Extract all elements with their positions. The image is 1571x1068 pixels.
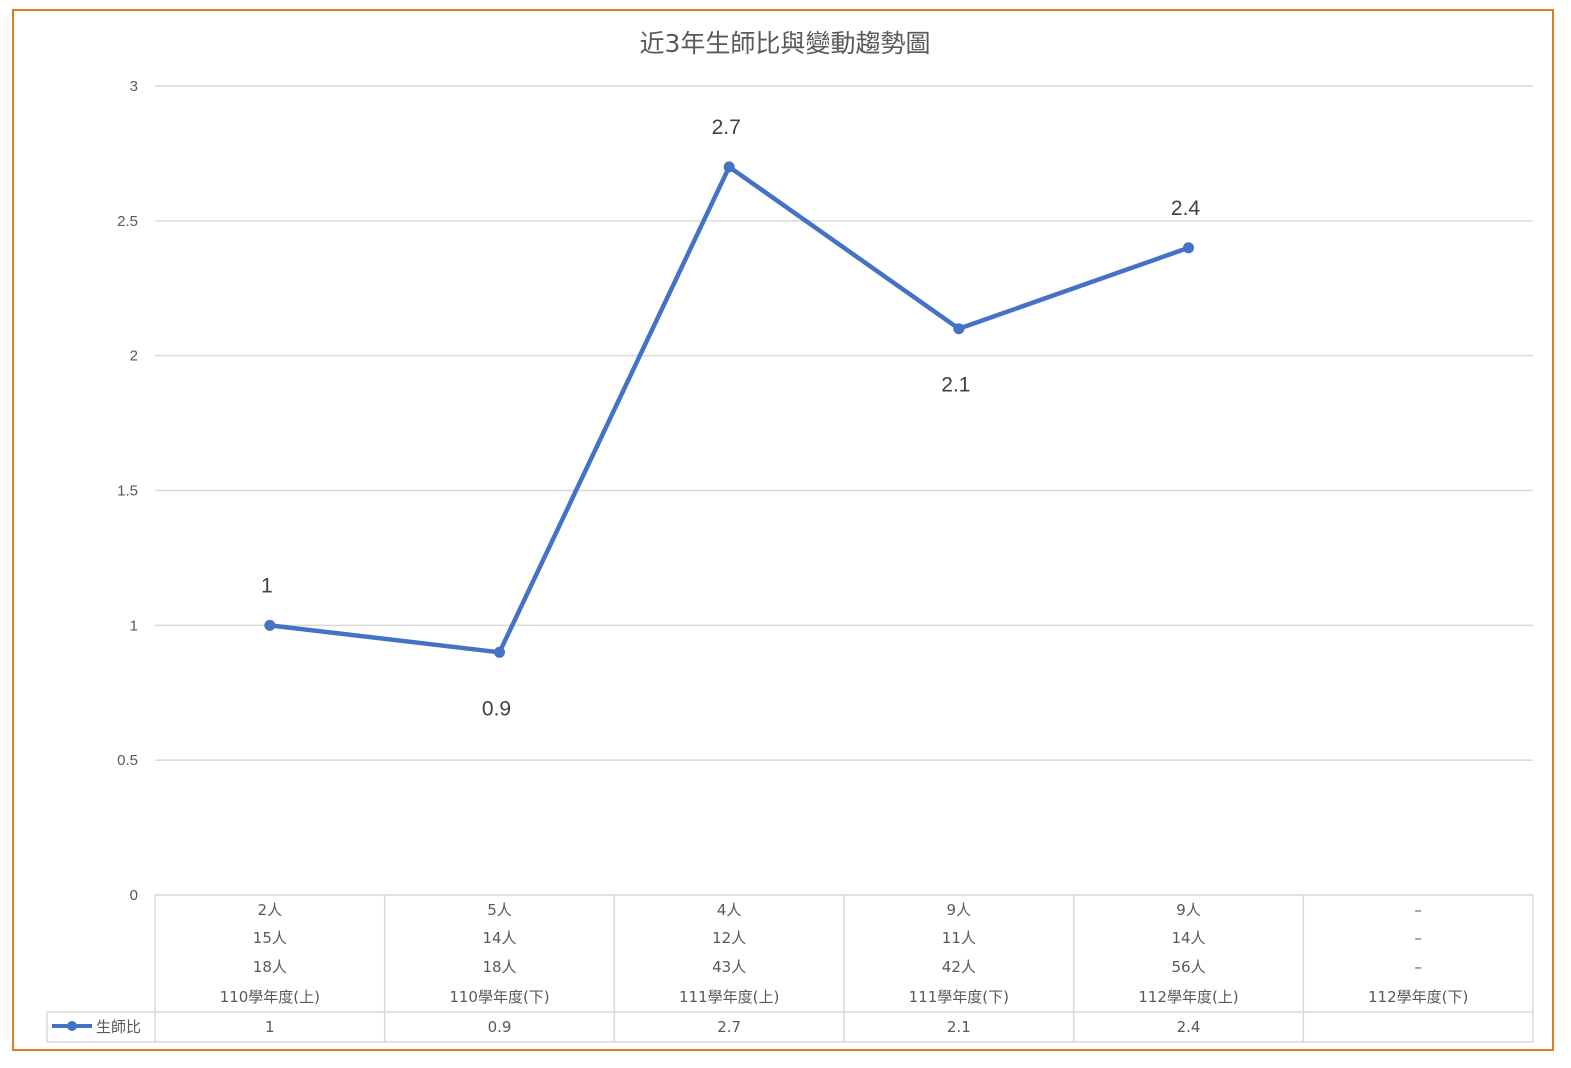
table-detail-cell: 42人 <box>942 958 976 976</box>
category-label: 110學年度(上) <box>220 988 320 1006</box>
table-detail-cell: 43人 <box>712 958 746 976</box>
series-line <box>267 164 1191 655</box>
table-detail-cell: 5人 <box>487 901 512 919</box>
category-label: 112學年度(下) <box>1368 988 1468 1006</box>
table-detail-cell: 2人 <box>258 901 283 919</box>
series-layer <box>264 161 1194 658</box>
table-detail-cell: 14人 <box>1171 929 1205 947</box>
chart-frame <box>12 9 1554 1051</box>
table-detail-cell: 9人 <box>947 901 972 919</box>
table-value-cell: 0.9 <box>488 1018 512 1036</box>
table-detail-cell: 4人 <box>717 901 742 919</box>
y-tick-label: 0.5 <box>117 752 138 769</box>
data-point <box>723 161 735 173</box>
category-label: 110學年度(下) <box>449 988 549 1006</box>
table-detail-cell: – <box>1414 901 1422 919</box>
data-point <box>264 619 276 631</box>
data-label: 0.9 <box>482 697 511 720</box>
data-labels: 1 0.9 2.7 2.1 2.4 <box>261 116 1200 720</box>
data-point <box>1183 242 1194 254</box>
table-detail-cell: 18人 <box>253 958 287 976</box>
table-detail-cell: 11人 <box>942 929 976 947</box>
y-tick-label: 2 <box>130 348 138 365</box>
table-value-cell: 2.7 <box>717 1018 741 1036</box>
table-detail-cell: 15人 <box>253 929 287 947</box>
y-tick-label: 3 <box>130 78 138 95</box>
data-label: 2.7 <box>712 116 741 139</box>
category-label: 111學年度(下) <box>909 988 1009 1006</box>
data-label: 1 <box>261 574 273 597</box>
legend-label: 生師比 <box>96 1018 141 1036</box>
gridlines <box>155 85 1533 761</box>
category-label: 111學年度(上) <box>679 988 779 1006</box>
y-axis-ticks: 0 0.5 1 1.5 2 2.5 3 <box>117 78 138 904</box>
table-detail-cell: – <box>1414 929 1422 947</box>
y-tick-label: 1 <box>130 617 138 634</box>
data-table: 2人 5人 4人 9人 9人 – 15人 14人 12人 11人 14人 – 18人 18人 43人 42人 5… <box>46 894 1534 1043</box>
data-label: 2.4 <box>1171 197 1201 220</box>
y-tick-label: 2.5 <box>117 213 138 230</box>
table-detail-cell: 18人 <box>482 958 516 976</box>
y-tick-label: 1.5 <box>117 483 138 500</box>
table-value-cell: 1 <box>265 1018 275 1036</box>
category-label: 112學年度(上) <box>1138 988 1238 1006</box>
y-tick-label: 0 <box>130 887 138 904</box>
data-point <box>494 646 505 658</box>
table-detail-cell: 56人 <box>1171 958 1205 976</box>
table-detail-cell: 12人 <box>712 929 746 947</box>
table-detail-cell: 9人 <box>1176 901 1201 919</box>
legend-point-marker <box>67 1021 77 1031</box>
data-label: 2.1 <box>941 374 970 397</box>
chart-title: 近3年生師比與變動趨勢圖 <box>640 29 931 58</box>
data-point <box>953 323 965 335</box>
table-detail-cell: 14人 <box>482 929 516 947</box>
table-value-cell: 2.1 <box>947 1018 971 1036</box>
table-value-cell: 2.4 <box>1177 1018 1201 1036</box>
table-detail-cell: – <box>1414 958 1422 976</box>
